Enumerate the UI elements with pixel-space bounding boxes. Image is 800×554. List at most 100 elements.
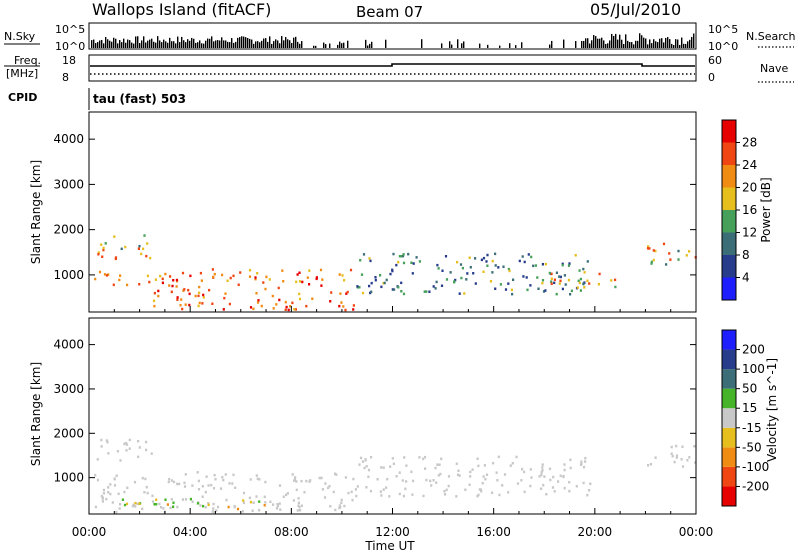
power-point xyxy=(558,275,561,278)
power-point xyxy=(356,285,359,288)
nsky-bar xyxy=(147,40,149,48)
nsky-bar xyxy=(583,40,585,48)
velocity-point xyxy=(216,505,220,509)
velocity-point xyxy=(169,506,172,510)
velocity-point xyxy=(523,470,526,474)
velocity-point xyxy=(248,496,251,500)
nsky-bar xyxy=(287,39,289,48)
nsky-bar xyxy=(615,33,617,48)
velocity-point xyxy=(251,509,254,512)
power-point xyxy=(291,301,294,305)
power-point xyxy=(610,279,613,282)
velocity-point xyxy=(105,497,108,501)
nsky-bar xyxy=(255,41,257,48)
velocity-point xyxy=(412,479,415,483)
velocity-point xyxy=(693,445,696,448)
velocity-point xyxy=(115,474,118,477)
power-point xyxy=(352,308,355,311)
power-point xyxy=(169,275,172,278)
colorbar-swatch xyxy=(722,187,736,210)
nsky-bar xyxy=(157,36,159,48)
nsky-bar xyxy=(261,40,263,48)
power-point xyxy=(385,278,388,282)
nsky-bar xyxy=(239,37,241,48)
velocity-point xyxy=(191,484,194,487)
velocity-point xyxy=(477,464,480,468)
nsky-bar xyxy=(241,36,243,48)
power-point xyxy=(597,283,600,286)
nsky-bar xyxy=(207,38,209,48)
nsky-bar xyxy=(129,40,131,48)
power-point xyxy=(652,258,655,262)
power-point xyxy=(402,261,406,265)
velocity-point xyxy=(101,496,104,499)
power-point xyxy=(458,292,461,295)
power-point xyxy=(142,247,145,251)
nsky-bar xyxy=(499,45,501,48)
velocity-point xyxy=(356,485,359,488)
power-point xyxy=(368,257,371,260)
power-point xyxy=(197,304,200,308)
velocity-point xyxy=(584,456,587,460)
power-point xyxy=(401,254,405,258)
velocity-point xyxy=(300,479,303,483)
power-point xyxy=(126,283,129,287)
nsky-bar xyxy=(231,38,233,48)
velocity-point xyxy=(439,472,442,476)
power-point xyxy=(415,256,418,259)
power-point xyxy=(480,258,483,262)
power-point xyxy=(284,300,287,304)
velocity-point xyxy=(276,503,279,506)
velocity-point xyxy=(340,498,343,502)
power-point xyxy=(188,292,191,296)
power-point xyxy=(319,268,323,272)
power-point xyxy=(229,276,232,280)
nsky-bar xyxy=(681,37,683,48)
power-point xyxy=(140,252,143,256)
power-point xyxy=(512,278,515,281)
velocity-point xyxy=(588,489,591,492)
velocity-point xyxy=(252,501,255,504)
power-point xyxy=(248,269,252,272)
velocity-point xyxy=(111,501,114,504)
velocity-point xyxy=(241,510,244,513)
velocity-point xyxy=(671,454,674,458)
power-point xyxy=(170,290,173,294)
nsky-bar xyxy=(693,33,695,48)
power-point xyxy=(368,284,371,288)
power-point xyxy=(213,272,216,276)
power-point xyxy=(441,269,444,272)
power-point xyxy=(555,271,558,274)
nsky-bar xyxy=(215,40,217,48)
velocity-point xyxy=(212,507,215,510)
power-point xyxy=(176,298,179,301)
colorbar-swatch xyxy=(722,210,736,233)
nsky-bar xyxy=(463,41,465,48)
power-point xyxy=(453,280,456,283)
velocity-point xyxy=(201,485,204,488)
power-point xyxy=(315,276,318,279)
nsky-bar xyxy=(203,43,205,48)
velocity-point xyxy=(176,482,179,486)
power-point xyxy=(650,262,653,265)
power-point xyxy=(526,288,529,292)
power-point xyxy=(342,305,345,308)
velocity-colorbar: 200 100 50 15 -15 -50 -100 -200 xyxy=(721,329,769,507)
power-point xyxy=(541,279,545,282)
power-point xyxy=(398,255,401,258)
nsky-bar xyxy=(177,36,179,48)
power-point xyxy=(202,296,205,299)
nsky-bar xyxy=(549,44,551,48)
nsky-bar xyxy=(645,38,647,48)
velocity-point xyxy=(153,503,156,506)
velocity-point xyxy=(359,456,363,460)
nsky-bar xyxy=(191,37,193,48)
velocity-point xyxy=(324,482,327,485)
x-tick-label: 12:00 xyxy=(375,525,410,539)
power-point xyxy=(437,267,440,270)
velocity-point xyxy=(164,498,167,501)
power-point xyxy=(582,282,585,285)
velocity-point xyxy=(351,498,354,502)
velocity-point xyxy=(228,482,231,485)
power-point xyxy=(224,292,227,295)
